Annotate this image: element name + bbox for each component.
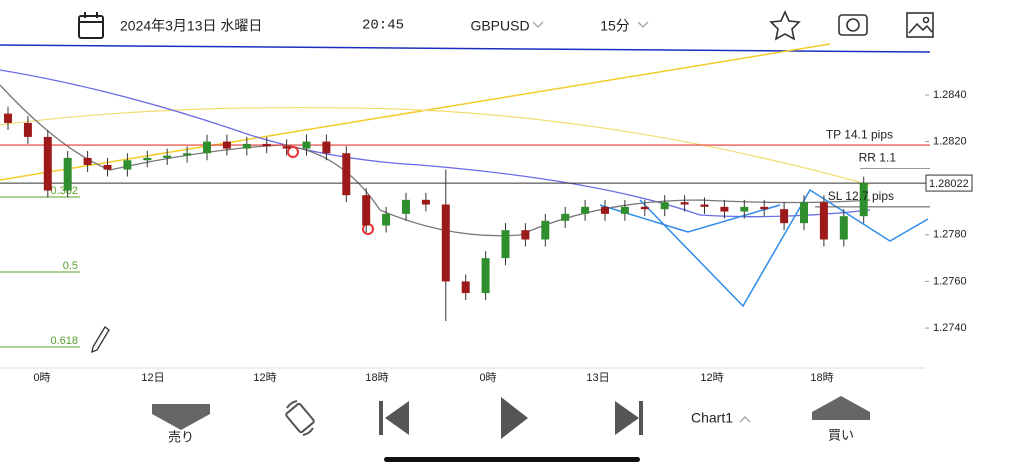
candle-body (103, 164, 112, 170)
candle-body (760, 206, 769, 210)
candle-body (342, 153, 351, 196)
candle-body (362, 195, 371, 226)
symbol[interactable]: GBPUSD (470, 18, 529, 34)
candle-body (402, 199, 410, 214)
candle-body (421, 199, 430, 205)
candle-body (143, 157, 152, 161)
candle-body (63, 157, 72, 191)
candle-body (183, 153, 192, 156)
x-tick-label: 12日 (141, 372, 164, 384)
candle-body (441, 204, 450, 282)
pattern-line (599, 188, 929, 308)
candle-body (322, 141, 331, 154)
candle-body (4, 113, 12, 123)
candle-body (601, 206, 609, 214)
candle-body (700, 204, 709, 207)
candle-body (282, 146, 291, 149)
candle-body (780, 209, 789, 224)
buy-button[interactable] (812, 396, 870, 420)
candle-body (461, 281, 470, 294)
x-tick-label: 0時 (33, 371, 50, 384)
y-tick-label: 1.2780 (933, 229, 967, 241)
candle-body (561, 213, 570, 221)
candle-body (541, 220, 550, 240)
price-tag-label: 1.28022 (929, 178, 969, 190)
y-tick-label: 1.2820 (933, 135, 967, 147)
play-button[interactable] (501, 397, 528, 439)
x-tick-label: 13日 (586, 372, 609, 384)
buy-label[interactable]: 買い (828, 427, 854, 442)
x-tick-label: 12時 (253, 371, 276, 384)
candle-body (501, 230, 510, 259)
candle-body (740, 206, 749, 212)
candle-body (581, 206, 590, 214)
trend-line (0, 43, 831, 181)
chart: 0.382 0.5 0.618 (0, 43, 931, 354)
tp-label: TP 14.1 pips (826, 127, 893, 141)
candle-body (839, 216, 848, 240)
y-tick-label: 1.2840 (933, 89, 967, 101)
candle-body (262, 143, 271, 147)
pencil-icon[interactable] (91, 326, 110, 354)
candle-body (23, 122, 32, 137)
sell-button[interactable] (152, 404, 210, 430)
calendar-icon[interactable] (78, 12, 104, 39)
x-tick-label: 18時 (365, 371, 388, 384)
sell-label[interactable]: 売り (168, 429, 194, 444)
home-indicator (384, 457, 640, 462)
chevron[interactable] (532, 21, 544, 29)
candle-body (83, 157, 92, 165)
star-icon[interactable] (769, 10, 801, 41)
candle-body (680, 202, 689, 205)
next-button[interactable] (615, 401, 643, 435)
rotate-icon[interactable] (285, 400, 315, 436)
candle-body (203, 141, 211, 154)
moving-average (0, 84, 871, 237)
candle-body (660, 202, 669, 210)
x-tick-label: 0時 (479, 371, 496, 384)
x-tick-label: 18時 (810, 371, 833, 384)
chevron[interactable] (739, 415, 751, 423)
candle-body (521, 230, 530, 240)
candle-body (43, 136, 52, 191)
price-tag (925, 174, 973, 192)
y-tick-label: 1.2760 (933, 275, 967, 287)
trade-marker (362, 223, 374, 235)
rr-label: RR 1.1 (859, 151, 897, 165)
candle-body (859, 183, 868, 217)
candle-body (620, 206, 629, 214)
y-tick-label: 1.2740 (933, 322, 967, 334)
candle-body (302, 141, 311, 149)
candle-body (123, 160, 132, 170)
camera-icon[interactable] (838, 14, 868, 36)
candle-body (481, 258, 490, 294)
candle-body (222, 141, 231, 149)
moving-average (0, 107, 871, 186)
x-tick-label: 12時 (700, 371, 723, 384)
fib-label: 0.5 (63, 260, 78, 272)
chart-selector[interactable]: Chart1 (691, 410, 733, 426)
sl-label: SL 12.7 pips (828, 189, 894, 203)
previous-button[interactable] (379, 401, 409, 435)
time: 20:45 (362, 18, 404, 34)
candle-body (242, 143, 251, 149)
trade-marker (287, 146, 299, 158)
trend-line (0, 44, 931, 53)
candle-body (163, 155, 172, 158)
candle-body (640, 206, 649, 210)
candle-body (819, 202, 828, 240)
date[interactable]: 2024年3月13日 水曜日 (120, 18, 262, 34)
candle-body (720, 206, 729, 212)
image-icon[interactable] (906, 12, 934, 38)
candle-body (800, 202, 808, 224)
moving-average (0, 69, 871, 218)
timeframe[interactable]: 15分 (600, 18, 630, 34)
fib-label: 0.618 (50, 335, 78, 347)
candle-body (382, 213, 391, 226)
chevron[interactable] (637, 21, 649, 29)
